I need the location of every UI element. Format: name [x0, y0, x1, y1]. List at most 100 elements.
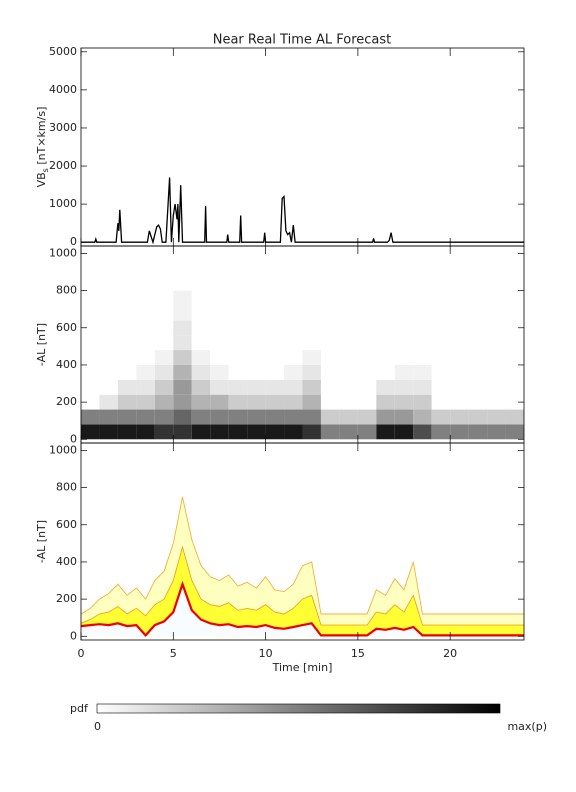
- pdf-cell: [357, 409, 377, 425]
- pdf-cell: [487, 379, 506, 395]
- pdf-cell: [339, 364, 358, 380]
- pdf-cell: [154, 305, 174, 321]
- pdf-cell: [210, 364, 229, 380]
- pdf-cell: [505, 424, 524, 440]
- pdf-cell: [99, 290, 118, 306]
- pdf-cell: [154, 409, 174, 425]
- pdf-cell: [302, 320, 321, 336]
- y-label-sub: s: [41, 168, 50, 172]
- pdf-cell: [450, 424, 469, 440]
- pdf-cell: [394, 424, 414, 440]
- pdf-cell: [505, 409, 524, 425]
- pdf-cell: [431, 394, 451, 410]
- pdf-cell: [394, 379, 414, 395]
- pdf-cell: [117, 379, 137, 395]
- pdf-cell: [394, 364, 414, 380]
- y-tick-label: 3000: [49, 121, 77, 134]
- band-fill: [81, 584, 524, 637]
- pdf-cell: [505, 350, 524, 365]
- plot-frame: [80, 442, 525, 641]
- pdf-cell: [228, 364, 248, 380]
- pdf-cell: [136, 394, 155, 410]
- pdf-cell: [487, 320, 506, 336]
- pdf-cell: [302, 379, 321, 395]
- pdf-cell: [247, 335, 266, 351]
- pdf-cell: [487, 394, 506, 410]
- pdf-cell: [265, 394, 285, 410]
- pdf-cell: [173, 394, 192, 410]
- pdf-cell: [302, 335, 321, 351]
- pdf-cell: [154, 290, 174, 306]
- pdf-cell: [450, 394, 469, 410]
- pdf-cell: [117, 424, 137, 440]
- pdf-cell: [81, 290, 100, 306]
- pdf-cell: [413, 379, 432, 395]
- y-tick-label: 800: [56, 284, 77, 297]
- pdf-cell: [302, 290, 321, 306]
- y-tick-label: 400: [56, 358, 77, 371]
- pdf-cell: [450, 290, 469, 306]
- x-axis-label: Time [min]: [272, 661, 333, 674]
- pdf-cell: [376, 379, 395, 395]
- pdf-cell: [302, 394, 321, 410]
- pdf-cell: [357, 379, 377, 395]
- pdf-cell: [376, 350, 395, 365]
- pdf-cell: [265, 350, 285, 365]
- pdf-cell: [450, 350, 469, 365]
- pdf-cell: [210, 350, 229, 365]
- colorbar-min: 0: [94, 720, 101, 733]
- pdf-cell: [81, 364, 100, 380]
- pdf-cell: [320, 350, 340, 365]
- pdf-cell: [505, 305, 524, 321]
- pdf-cell: [468, 350, 488, 365]
- pdf-cell: [376, 305, 395, 321]
- pdf-cell: [376, 394, 395, 410]
- pdf-cell: [505, 394, 524, 410]
- pdf-cell: [284, 335, 303, 351]
- pdf-cell: [302, 424, 321, 440]
- pdf-cell: [81, 379, 100, 395]
- pdf-cell: [191, 320, 211, 336]
- y-tick-label: 600: [56, 321, 77, 334]
- pdf-cell: [320, 379, 340, 395]
- pdf-cell: [228, 335, 248, 351]
- pdf-cell: [81, 424, 100, 440]
- pdf-cell: [247, 305, 266, 321]
- pdf-cell: [339, 290, 358, 306]
- pdf-cell: [247, 350, 266, 365]
- y-tick-label: 200: [56, 395, 77, 408]
- panel: 0 200 400 600 800 1000 -AL [nT]: [35, 245, 525, 445]
- percentile-line: [80, 496, 524, 615]
- pdf-cell: [173, 409, 192, 425]
- colorbar: [96, 703, 501, 714]
- y-label-unit: [nT×km/s]: [35, 107, 48, 169]
- pdf-cell: [505, 379, 524, 395]
- pdf-cell: [228, 424, 248, 440]
- pdf-cell: [357, 394, 377, 410]
- pdf-cell: [468, 424, 488, 440]
- pdf-cell: [450, 364, 469, 380]
- pdf-cell: [320, 305, 340, 321]
- pdf-cell: [228, 320, 248, 336]
- pdf-cell: [81, 394, 100, 410]
- colorbar-max: max(p): [507, 720, 547, 733]
- pdf-cell: [376, 364, 395, 380]
- pdf-cell: [450, 409, 469, 425]
- pdf-cell: [99, 320, 118, 336]
- y-tick-label: 1000: [49, 246, 77, 259]
- pdf-cell: [228, 350, 248, 365]
- pdf-cell: [265, 379, 285, 395]
- pdf-cell: [302, 305, 321, 321]
- pdf-cell: [505, 364, 524, 380]
- pdf-cell: [228, 305, 248, 321]
- pdf-cell: [284, 320, 303, 336]
- pdf-cell: [154, 424, 174, 440]
- pdf-cell: [284, 379, 303, 395]
- pdf-cell: [210, 424, 229, 440]
- pdf-cell: [173, 379, 192, 395]
- pdf-cell: [210, 394, 229, 410]
- pdf-cell: [191, 305, 211, 321]
- y-tick-label: 0: [70, 629, 77, 642]
- y-tick-label: 5000: [49, 45, 77, 58]
- pdf-cell: [284, 424, 303, 440]
